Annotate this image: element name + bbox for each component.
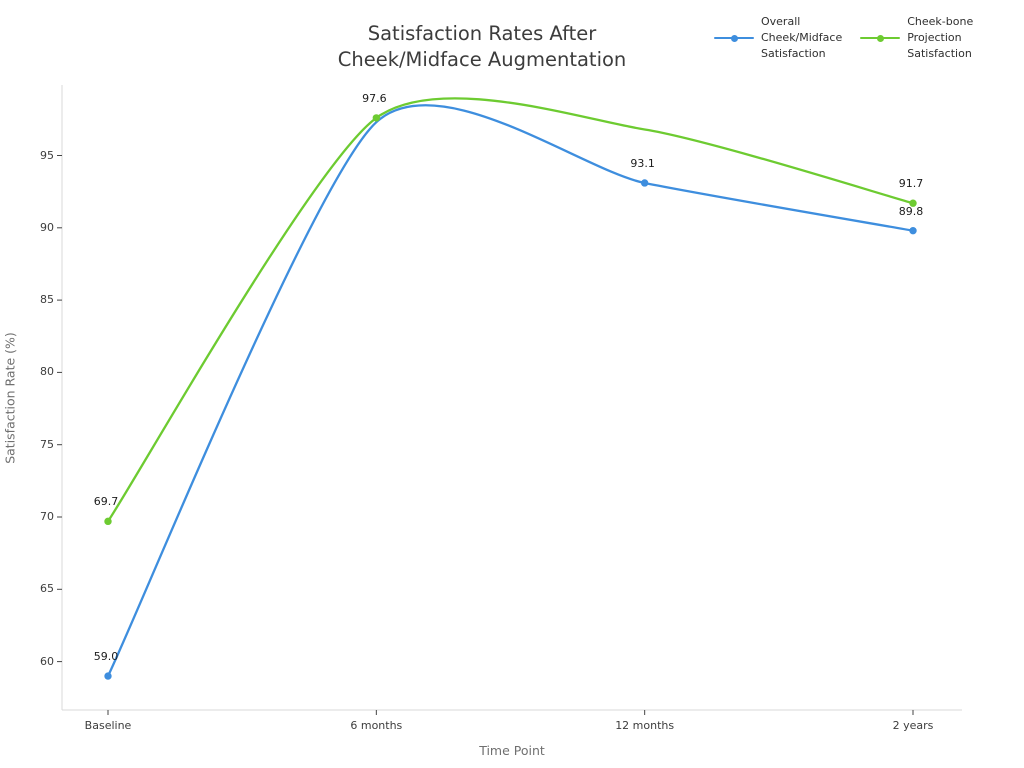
point-label: 89.8 [898,204,924,218]
y-tick-label: 70 [40,510,54,523]
point-label: 93.1 [630,156,655,170]
overall-legend-swatch-icon [714,34,754,42]
y-axis-title: Satisfaction Rate (%) [2,332,18,464]
series-line-1 [106,97,915,523]
y-tick-label: 95 [40,148,54,162]
cheekbone-legend-swatch-icon [860,34,901,42]
chart-title: Satisfaction Rates After Cheek/Midface A… [337,22,627,71]
series-marker-0-3 [909,226,917,235]
y-tick-label: 75 [40,437,54,451]
series-marker-1-3 [909,199,917,207]
legend-label-overall: Overall Cheek/Midface Satisfaction [761,15,843,60]
x-axis-title: Time Point [479,743,545,758]
legend: Overall Cheek/Midface Satisfaction Cheek… [714,14,973,62]
legend-dot-icon [876,34,884,42]
legend-dot-icon [730,34,738,42]
point-label: 59.0 [93,650,119,664]
series-marker-1-0 [104,517,112,526]
legend-label-cheekbone: Cheek-bone Projection Satisfaction [907,15,974,60]
y-tick-label: 65 [40,582,54,596]
point-label: 97.6 [362,91,387,105]
y-tick-label: 80 [40,365,54,379]
series-marker-1-1 [372,114,381,122]
series-line-0 [106,104,915,678]
x-tick-label: 2 years [892,719,934,732]
y-tick-label: 85 [40,293,54,307]
series-marker-0-2 [640,179,649,187]
point-label: 69.7 [93,495,119,509]
x-tick-label: 12 months [615,719,675,732]
y-tick-label: 60 [40,654,54,668]
series-marker-0-0 [104,672,112,680]
y-tick-label: 90 [40,220,54,234]
legend-item-overall: Overall Cheek/Midface Satisfaction [714,14,842,62]
x-tick-label: Baseline [84,719,132,732]
point-label: 91.7 [898,177,924,191]
legend-item-cheekbone: Cheek-bone Projection Satisfaction [860,14,973,62]
x-tick-label: 6 months [350,719,403,732]
